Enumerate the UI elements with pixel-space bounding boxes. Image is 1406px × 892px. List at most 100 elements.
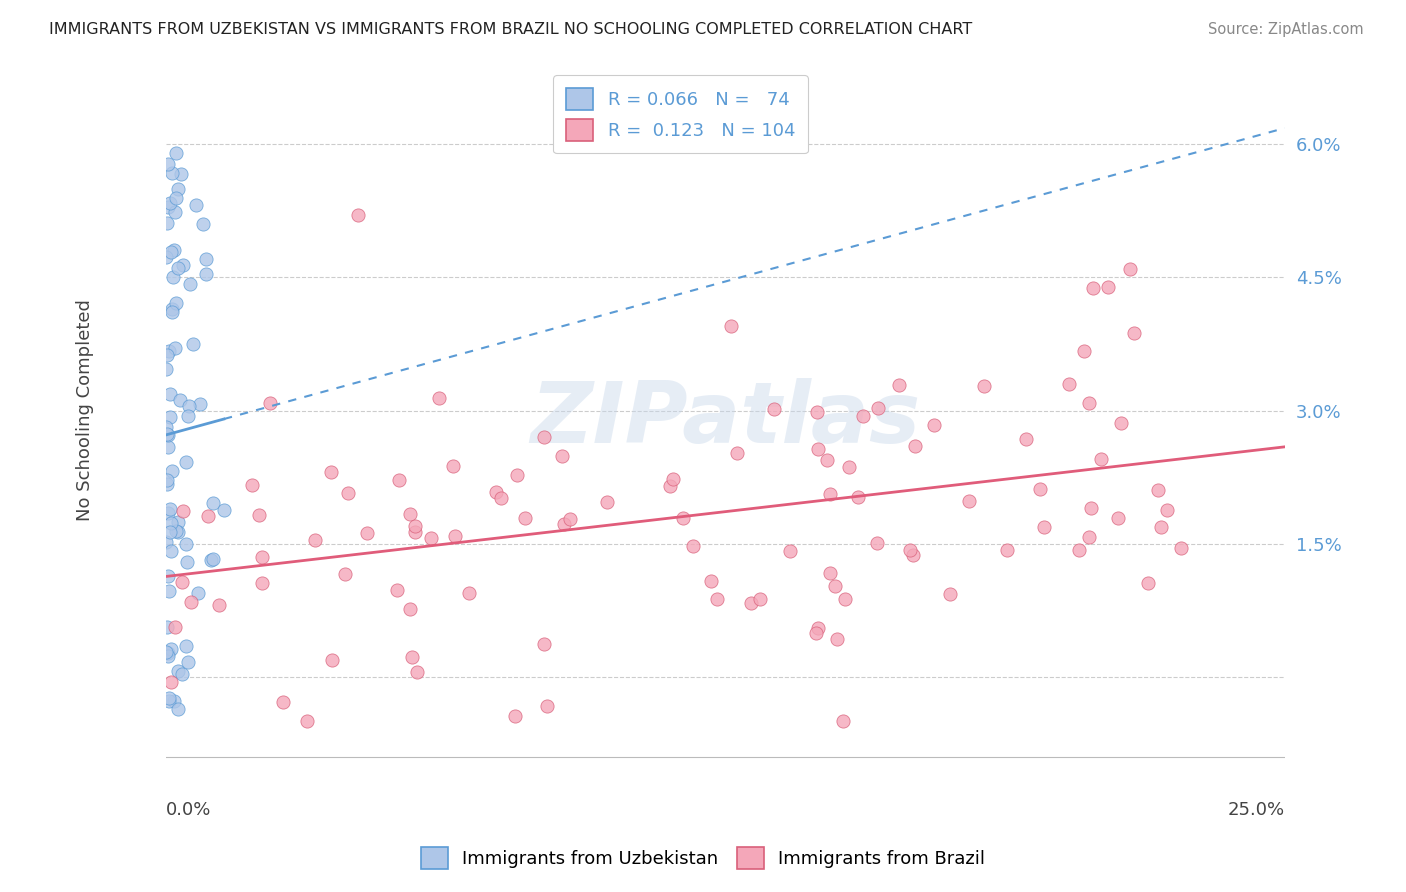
Point: [824, 579, 846, 593]
Text: 0.0%: 0.0%: [166, 801, 211, 820]
Point: [159, 524, 181, 539]
Point: [1057, 377, 1080, 392]
Point: [1015, 433, 1038, 447]
Point: [385, 583, 408, 598]
Point: [180, 595, 202, 609]
Point: [852, 409, 875, 424]
Point: [156, 646, 179, 660]
Point: [155, 215, 177, 229]
Point: [551, 449, 574, 463]
Point: [1146, 483, 1168, 498]
Point: [163, 205, 186, 219]
Point: [1156, 503, 1178, 517]
Point: [157, 201, 180, 215]
Point: [825, 632, 848, 646]
Point: [250, 549, 273, 564]
Point: [1067, 543, 1090, 558]
Point: [165, 341, 187, 355]
Point: [901, 548, 924, 562]
Point: [939, 587, 962, 601]
Point: [866, 536, 889, 550]
Point: [725, 446, 748, 460]
Point: [201, 552, 224, 566]
Point: [922, 418, 945, 433]
Point: [806, 405, 828, 419]
Point: [157, 344, 180, 359]
Point: [820, 487, 842, 501]
Text: No Schooling Completed: No Schooling Completed: [76, 300, 94, 522]
Point: [194, 252, 217, 266]
Point: [457, 585, 479, 599]
Point: [595, 494, 617, 508]
Point: [720, 318, 742, 333]
Point: [188, 397, 211, 411]
Point: [779, 543, 801, 558]
Point: [174, 455, 197, 469]
Point: [160, 304, 183, 318]
Point: [172, 258, 194, 272]
Point: [170, 575, 193, 590]
Point: [1136, 575, 1159, 590]
Point: [503, 708, 526, 723]
Point: [297, 714, 319, 729]
Point: [165, 146, 187, 161]
Point: [672, 511, 695, 525]
Point: [1123, 326, 1146, 341]
Point: [156, 157, 179, 171]
Point: [887, 378, 910, 392]
Point: [337, 486, 360, 500]
Point: [167, 702, 190, 716]
Point: [167, 664, 190, 678]
Point: [172, 504, 194, 518]
Point: [321, 466, 343, 480]
Point: [167, 260, 190, 275]
Point: [165, 190, 187, 204]
Point: [1097, 280, 1119, 294]
Point: [682, 539, 704, 553]
Point: [533, 429, 555, 443]
Point: [831, 714, 853, 729]
Point: [156, 476, 179, 491]
Point: [868, 401, 890, 415]
Point: [1170, 541, 1192, 556]
Point: [197, 508, 219, 523]
Point: [156, 473, 179, 487]
Point: [184, 197, 207, 211]
Point: [156, 620, 179, 634]
Point: [658, 479, 681, 493]
Point: [167, 515, 190, 529]
Point: [838, 459, 860, 474]
Point: [748, 591, 770, 606]
Point: [815, 453, 838, 467]
Point: [162, 270, 184, 285]
Point: [506, 467, 529, 482]
Point: [441, 458, 464, 473]
Point: [159, 544, 181, 558]
Point: [250, 576, 273, 591]
Point: [304, 533, 326, 548]
Point: [166, 524, 188, 539]
Point: [159, 244, 181, 259]
Point: [740, 596, 762, 610]
Point: [335, 566, 357, 581]
Point: [167, 182, 190, 196]
Point: [172, 666, 194, 681]
Point: [346, 208, 368, 222]
Point: [763, 402, 786, 417]
Point: [515, 511, 537, 525]
Point: [1078, 530, 1101, 544]
Point: [904, 439, 927, 453]
Text: 25.0%: 25.0%: [1227, 801, 1285, 820]
Text: Source: ZipAtlas.com: Source: ZipAtlas.com: [1208, 22, 1364, 37]
Point: [181, 336, 204, 351]
Point: [700, 574, 723, 589]
Point: [157, 694, 180, 708]
Point: [155, 250, 177, 264]
Point: [957, 494, 980, 508]
Point: [157, 691, 180, 706]
Point: [156, 426, 179, 441]
Point: [176, 555, 198, 569]
Legend: Immigrants from Uzbekistan, Immigrants from Brazil: Immigrants from Uzbekistan, Immigrants f…: [412, 838, 994, 879]
Point: [247, 508, 270, 523]
Point: [240, 478, 263, 492]
